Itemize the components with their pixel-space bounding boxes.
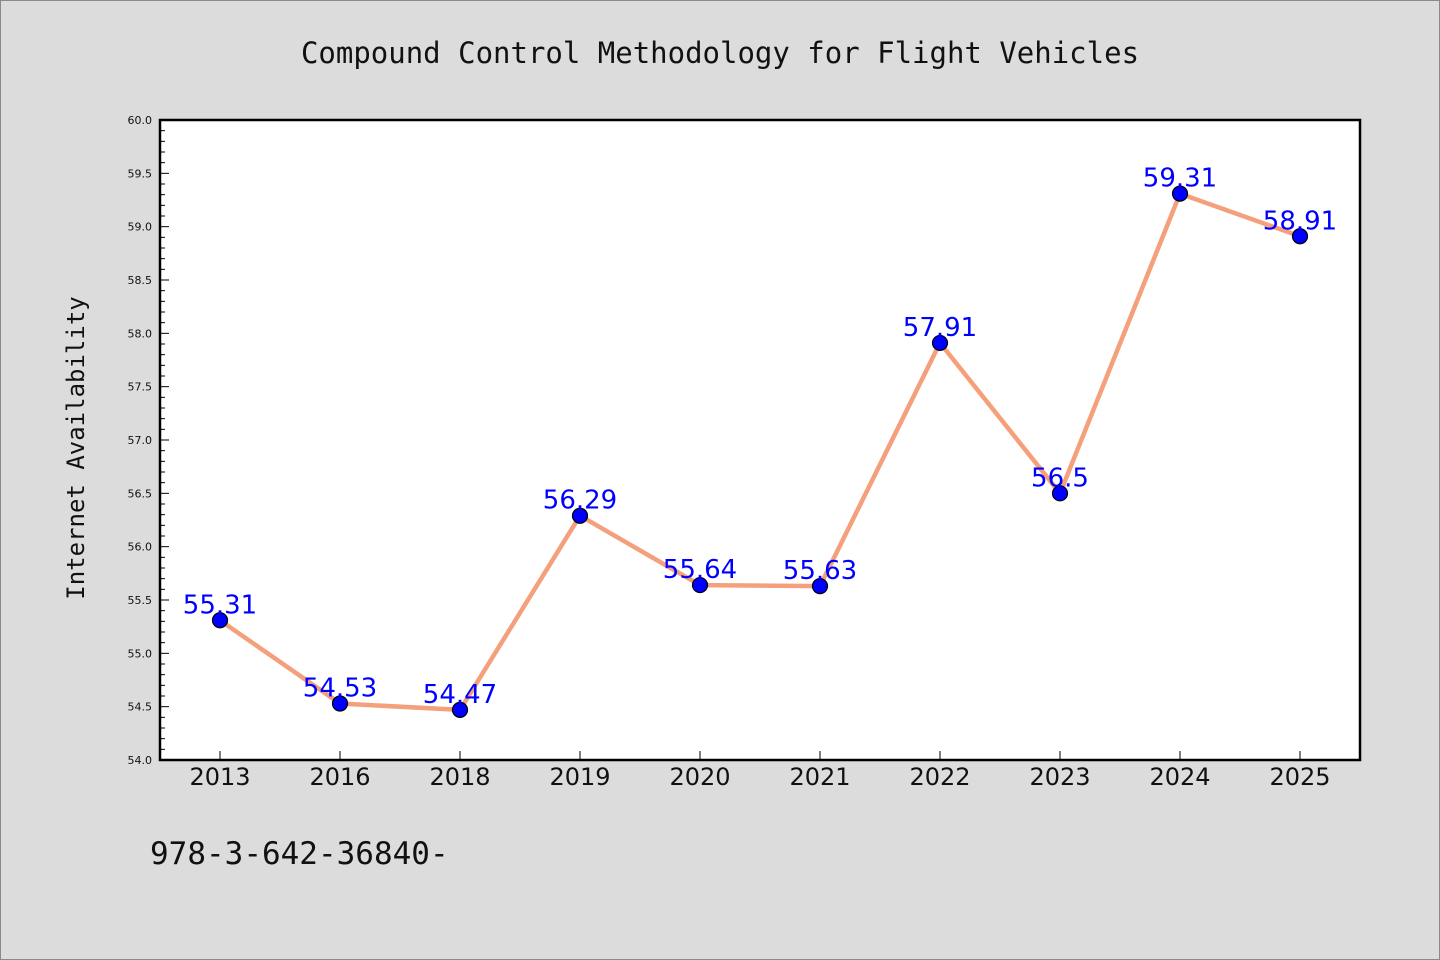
x-tick-label: 2023	[1029, 763, 1090, 791]
footer-isbn-text: 978-3-642-36840-	[150, 836, 449, 872]
x-tick-label: 2021	[789, 763, 850, 791]
x-tick-label: 2016	[309, 763, 370, 791]
data-point	[571, 507, 589, 524]
x-tick-label: 2024	[1149, 763, 1210, 791]
data-markers	[211, 185, 1309, 718]
data-label: 54.53	[303, 673, 377, 703]
data-point	[331, 695, 349, 712]
data-label: 55.64	[663, 555, 737, 585]
data-point	[1171, 185, 1189, 202]
data-label: 56.29	[543, 486, 617, 516]
data-label: 57.91	[903, 313, 977, 343]
x-tick-label: 2025	[1269, 763, 1330, 791]
data-point	[811, 578, 829, 595]
data-label: 56.5	[1031, 463, 1089, 493]
y-tick-label: 58.5	[128, 274, 153, 287]
data-point	[451, 701, 469, 718]
x-tick-label: 2019	[549, 763, 610, 791]
data-label: 54.47	[423, 680, 497, 710]
data-label: 55.31	[183, 590, 257, 620]
data-label: 58.91	[1263, 206, 1337, 236]
data-point	[931, 334, 949, 352]
data-label: 59.31	[1143, 164, 1217, 194]
y-tick-label: 57.5	[128, 381, 153, 394]
y-tick-label: 58.0	[128, 327, 153, 340]
data-point	[1291, 228, 1309, 245]
data-label: 55.63	[783, 556, 857, 586]
data-point	[211, 612, 229, 629]
y-tick-label: 54.0	[128, 754, 153, 767]
plot-area	[160, 120, 1360, 760]
y-tick-label: 59.5	[128, 167, 153, 180]
y-axis-label: Internet Availability	[62, 296, 90, 599]
chart-title: Compound Control Methodology for Flight …	[301, 36, 1139, 70]
x-tick-label: 2018	[429, 763, 490, 791]
plot-border	[158, 118, 1362, 762]
y-tick-label: 60.0	[128, 114, 153, 127]
series-line	[218, 191, 1301, 713]
y-tick-label: 57.0	[128, 434, 153, 447]
y-tick-label: 54.5	[128, 701, 153, 714]
x-axis-ticks: 2013 2016 2018 2019 2020 2021 2022 2023 2024 2025	[189, 751, 1331, 791]
y-tick-label: 56.0	[128, 541, 153, 554]
y-tick-label: 55.5	[128, 594, 153, 607]
data-labels: 55.31 54.53 54.47 56.29 55.64 55.63 57.91 56.5 5…	[183, 164, 1337, 710]
x-tick-label: 2013	[189, 763, 250, 791]
data-point	[1051, 485, 1069, 502]
y-tick-label: 59.0	[128, 221, 153, 234]
x-tick-label: 2020	[669, 763, 730, 791]
data-point	[691, 576, 709, 594]
y-tick-label: 55.0	[128, 647, 153, 660]
y-tick-label: 56.5	[128, 487, 153, 500]
x-tick-label: 2022	[909, 763, 970, 791]
